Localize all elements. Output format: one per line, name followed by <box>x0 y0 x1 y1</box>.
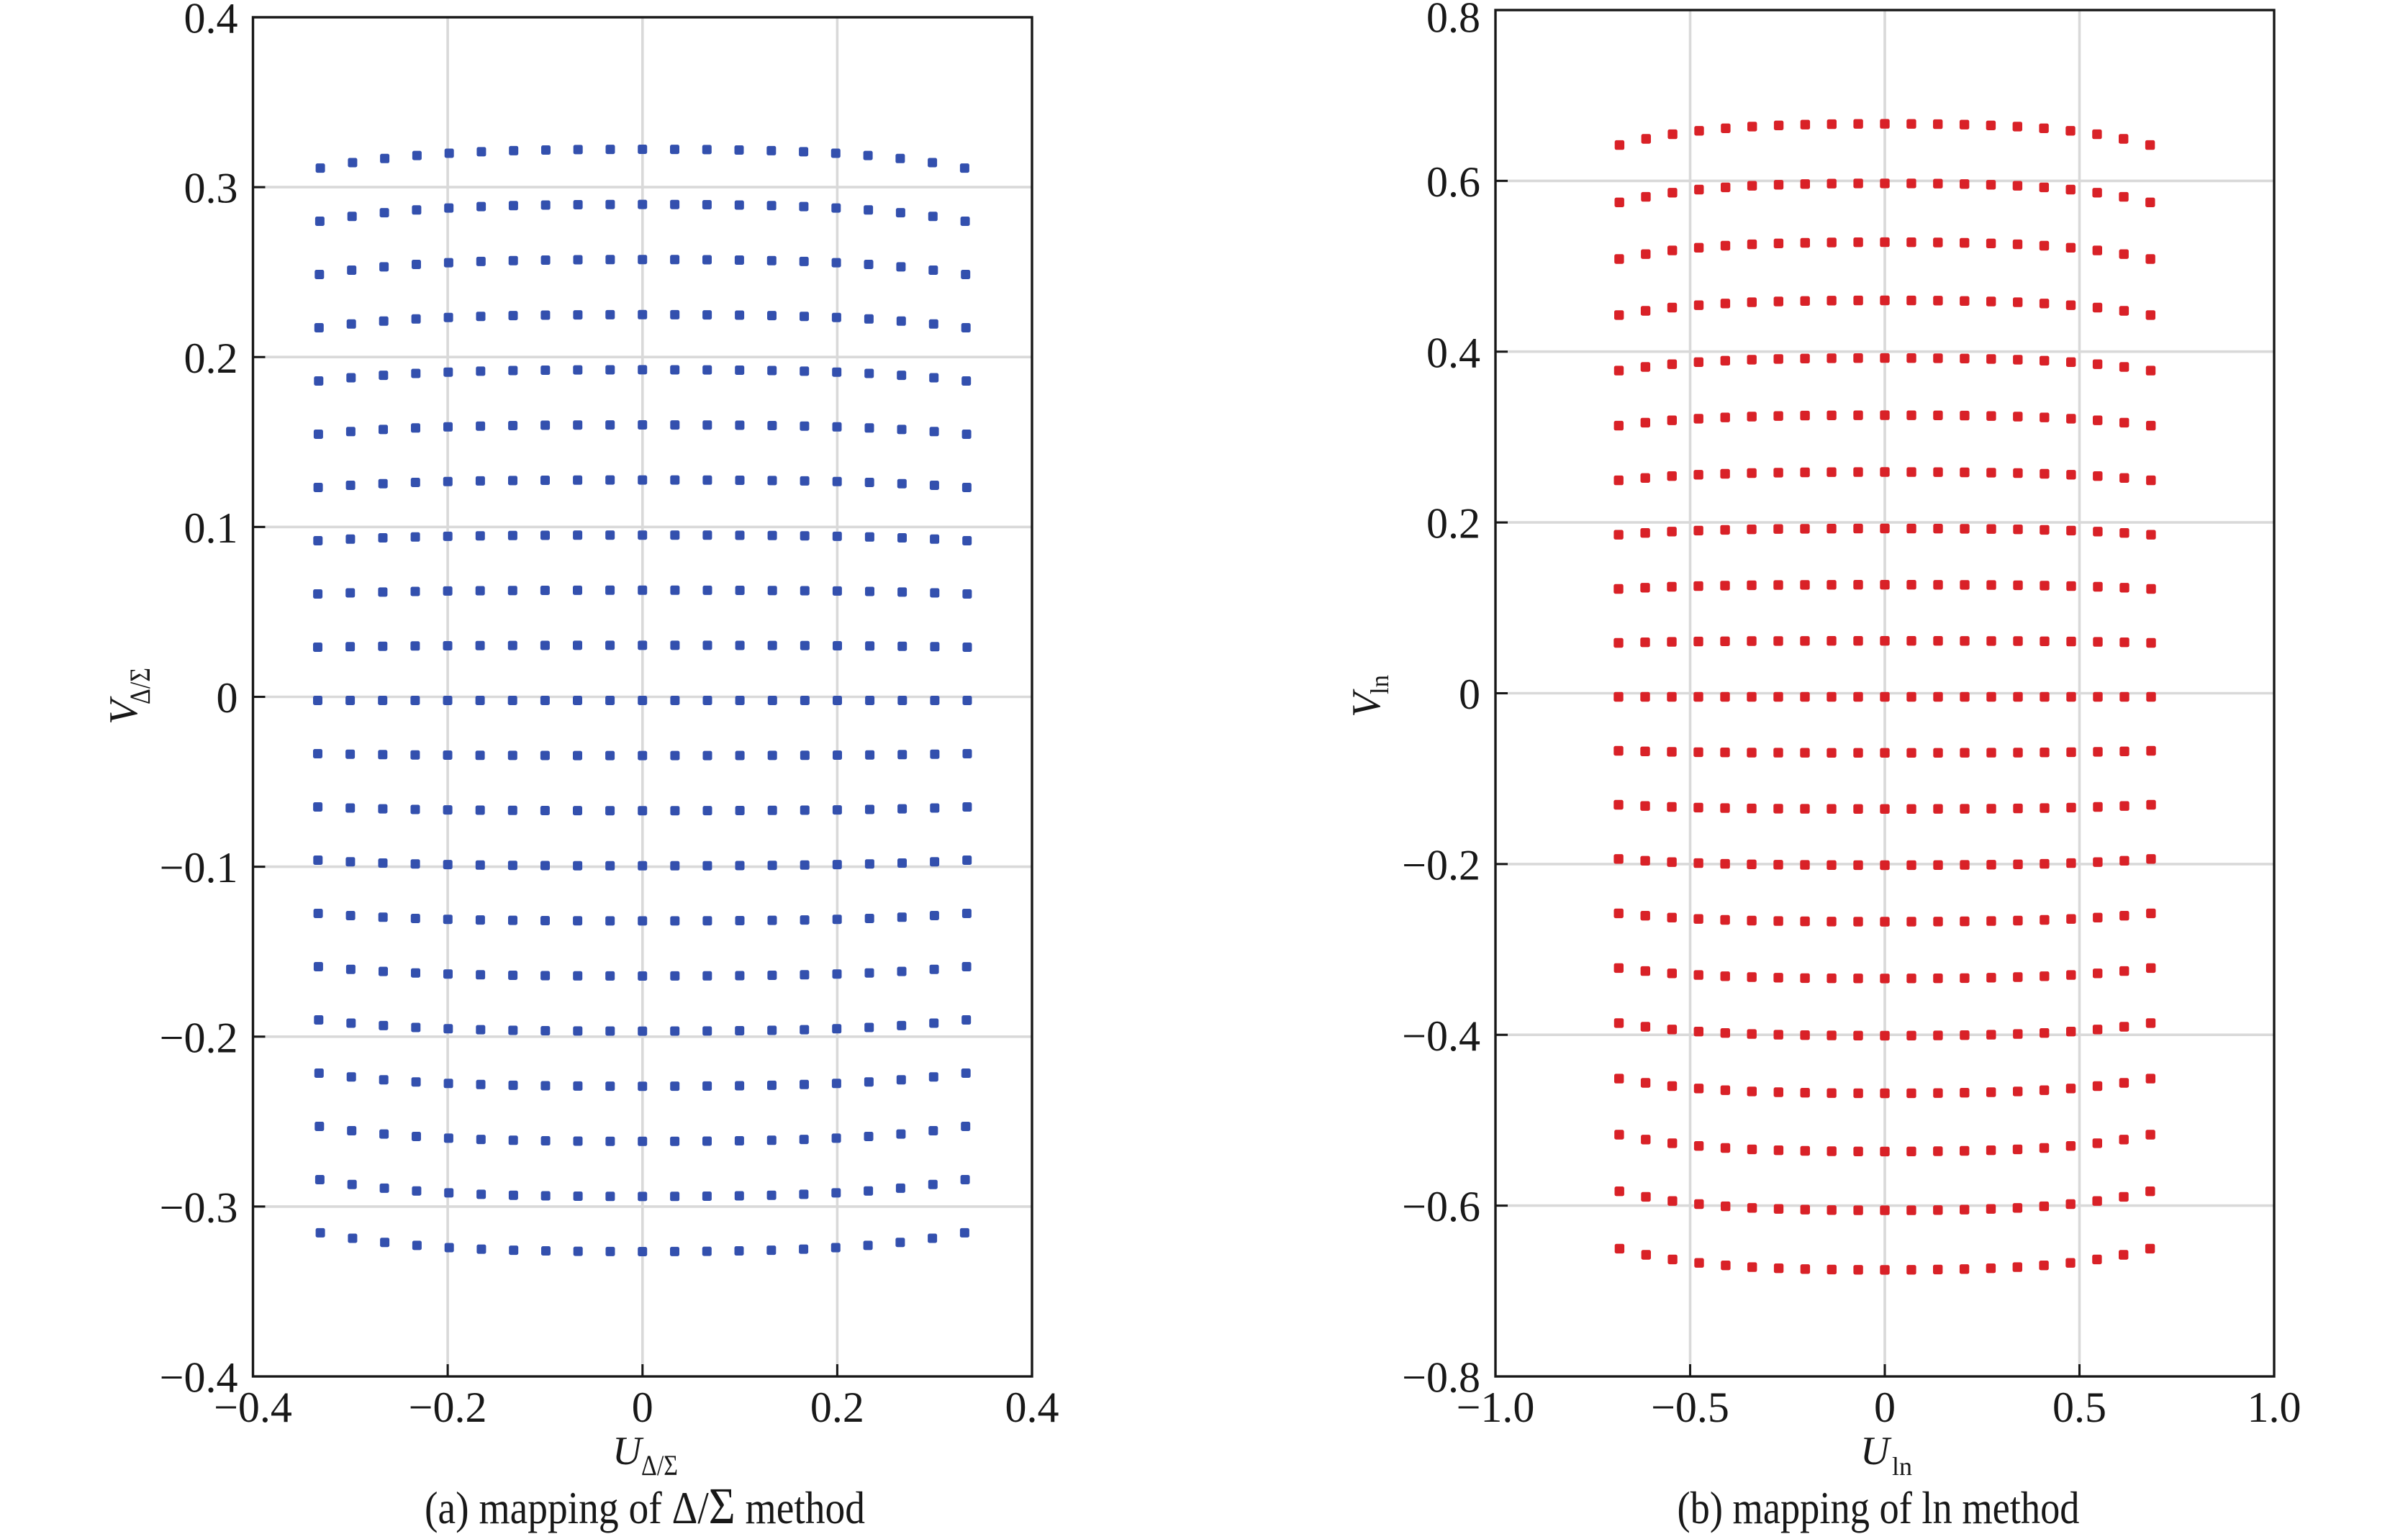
svg-text:−0.2: −0.2 <box>409 1384 487 1431</box>
svg-text:0.5: 0.5 <box>2052 1384 2106 1431</box>
svg-text:−0.4: −0.4 <box>1402 1012 1480 1060</box>
svg-text:0.4: 0.4 <box>1426 329 1480 376</box>
svg-text:(b) mapping of ln method: (b) mapping of ln method <box>1678 1483 2080 1533</box>
svg-text:1.0: 1.0 <box>2248 1384 2301 1431</box>
svg-text:Δ/Σ: Δ/Σ <box>124 668 156 704</box>
svg-text:0: 0 <box>632 1384 653 1431</box>
svg-text:−0.5: −0.5 <box>1651 1384 1729 1431</box>
svg-text:−0.8: −0.8 <box>1402 1354 1480 1402</box>
svg-text:V: V <box>101 696 146 725</box>
svg-text:−0.6: −0.6 <box>1402 1183 1480 1230</box>
svg-text:−0.4: −0.4 <box>214 1384 292 1431</box>
svg-text:0: 0 <box>1459 671 1480 718</box>
svg-text:U: U <box>612 1429 644 1474</box>
svg-text:0: 0 <box>1874 1384 1896 1431</box>
svg-text:−0.3: −0.3 <box>160 1184 238 1232</box>
svg-text:0: 0 <box>217 674 238 722</box>
svg-text:0.1: 0.1 <box>184 504 238 552</box>
svg-text:−0.2: −0.2 <box>160 1014 238 1061</box>
svg-text:−0.4: −0.4 <box>160 1354 238 1402</box>
svg-text:0.2: 0.2 <box>810 1384 864 1431</box>
svg-text:0.2: 0.2 <box>1426 500 1480 548</box>
svg-text:(a) mapping of Δ/Σ method: (a) mapping of Δ/Σ method <box>425 1477 865 1534</box>
svg-text:−0.1: −0.1 <box>160 844 238 891</box>
svg-text:U: U <box>1860 1429 1892 1474</box>
svg-text:−1.0: −1.0 <box>1457 1384 1535 1431</box>
svg-text:−0.2: −0.2 <box>1402 842 1480 889</box>
svg-text:0.3: 0.3 <box>184 165 238 212</box>
svg-text:0.8: 0.8 <box>1426 0 1480 42</box>
svg-text:0.4: 0.4 <box>184 0 238 42</box>
svg-text:ln: ln <box>1365 675 1394 694</box>
svg-text:Δ/Σ: Δ/Σ <box>641 1449 678 1481</box>
svg-text:0.6: 0.6 <box>1426 158 1480 206</box>
svg-text:0.4: 0.4 <box>1005 1384 1059 1431</box>
svg-text:0.2: 0.2 <box>184 335 238 382</box>
svg-text:ln: ln <box>1892 1452 1912 1481</box>
svg-text:V: V <box>1344 689 1389 717</box>
